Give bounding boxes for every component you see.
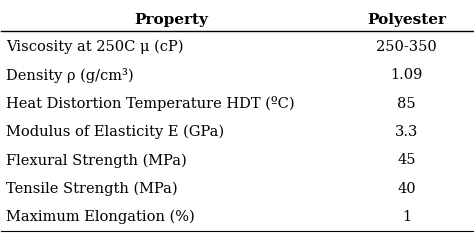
Text: 3.3: 3.3	[395, 125, 419, 139]
Text: 40: 40	[397, 182, 416, 196]
Text: Property: Property	[134, 13, 208, 27]
Text: 1.09: 1.09	[391, 68, 423, 82]
Text: Flexural Strength (MPa): Flexural Strength (MPa)	[6, 153, 187, 168]
Text: Modulus of Elasticity E (GPa): Modulus of Elasticity E (GPa)	[6, 125, 224, 139]
Text: 250-350: 250-350	[376, 40, 437, 54]
Text: 45: 45	[397, 153, 416, 167]
Text: Tensile Strength (MPa): Tensile Strength (MPa)	[6, 182, 178, 196]
Text: Heat Distortion Temperature HDT (ºC): Heat Distortion Temperature HDT (ºC)	[6, 96, 295, 111]
Text: Maximum Elongation (%): Maximum Elongation (%)	[6, 210, 195, 224]
Text: Viscosity at 250C μ (cP): Viscosity at 250C μ (cP)	[6, 40, 183, 54]
Text: Density ρ (g/cm³): Density ρ (g/cm³)	[6, 68, 134, 83]
Text: 1: 1	[402, 210, 411, 224]
Text: 85: 85	[397, 97, 416, 111]
Text: Polyester: Polyester	[367, 13, 446, 27]
